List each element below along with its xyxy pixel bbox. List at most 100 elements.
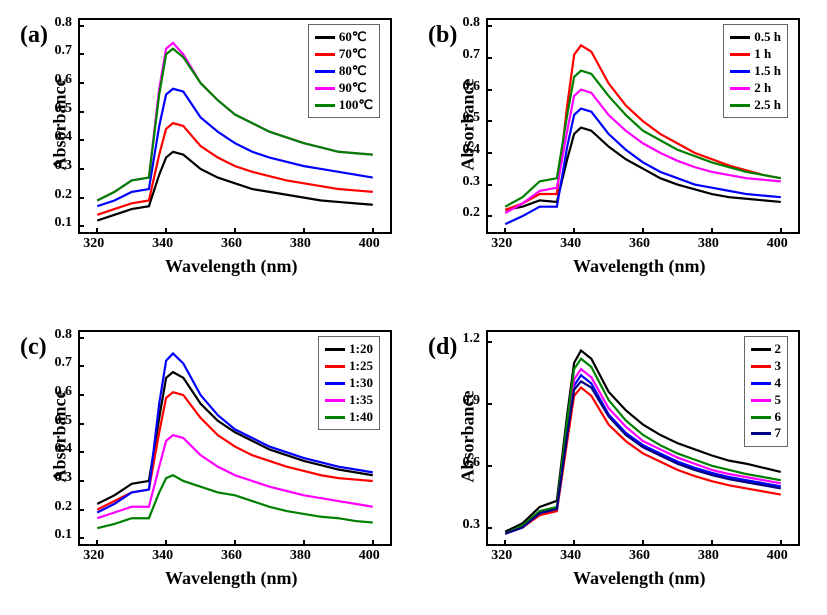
legend-label: 1:20 [349, 341, 373, 358]
xtick-label: 400 [767, 548, 788, 564]
xtick-label: 400 [767, 236, 788, 252]
legend-row: 2 [751, 341, 782, 358]
xtick-label: 360 [629, 236, 650, 252]
legend-label: 6 [775, 409, 782, 426]
legend-row: 1:20 [325, 341, 373, 358]
legend-row: 1.5 h [730, 63, 781, 80]
ytick-label: 0.4 [55, 441, 73, 457]
ytick-label: 0.8 [463, 15, 481, 31]
legend-label: 3 [775, 358, 782, 375]
ytick-label: 0.6 [463, 455, 481, 471]
legend-row: 5 [751, 392, 782, 409]
xtick-label: 360 [629, 548, 650, 564]
legend-swatch [325, 416, 345, 419]
ytick-label: 0.8 [55, 327, 73, 343]
legend-row: 1 h [730, 46, 781, 63]
ytick-label: 0.6 [55, 72, 73, 88]
xtick-label: 340 [560, 548, 581, 564]
legend-swatch [315, 104, 335, 107]
ytick-label: 0.2 [55, 499, 73, 515]
xtick-label: 360 [221, 548, 242, 564]
legend-swatch [730, 53, 750, 56]
ytick-label: 0.3 [463, 174, 481, 190]
legend-row: 4 [751, 375, 782, 392]
xtick-label: 340 [152, 236, 173, 252]
xtick-label: 320 [491, 548, 512, 564]
ytick-label: 0.2 [463, 205, 481, 221]
ytick-label: 0.1 [55, 527, 73, 543]
ytick-label: 0.4 [463, 142, 481, 158]
legend-c: 1:201:251:301:351:40 [318, 336, 380, 430]
ytick-label: 0.7 [463, 47, 481, 63]
figure: (a) Absorbance Wavelength (nm) 320 340 360 380… [0, 0, 827, 615]
legend-row: 1:30 [325, 375, 373, 392]
ytick-label: 0.3 [55, 470, 73, 486]
ytick-label: 0.2 [55, 187, 73, 203]
xtick-label: 380 [290, 236, 311, 252]
legend-label: 1:35 [349, 392, 373, 409]
ytick-label: 0.4 [55, 129, 73, 145]
legend-swatch [325, 382, 345, 385]
legend-label: 7 [775, 425, 782, 442]
legend-row: 2 h [730, 80, 781, 97]
ytick-label: 0.5 [55, 101, 73, 117]
ytick-label: 0.3 [463, 517, 481, 533]
legend-row: 1:40 [325, 409, 373, 426]
xlabel-a: Wavelength (nm) [165, 256, 298, 277]
legend-swatch [730, 87, 750, 90]
xlabel-b: Wavelength (nm) [573, 256, 706, 277]
legend-label: 70℃ [339, 46, 367, 63]
legend-label: 0.5 h [754, 29, 781, 46]
panel-label-d: (d) [428, 334, 457, 361]
legend-row: 100℃ [315, 97, 373, 114]
legend-label: 1:40 [349, 409, 373, 426]
series-line [505, 381, 781, 533]
ylabel-a: Absorbance [50, 78, 71, 170]
legend-swatch [751, 382, 771, 385]
legend-label: 5 [775, 392, 782, 409]
legend-swatch [325, 348, 345, 351]
legend-row: 70℃ [315, 46, 373, 63]
legend-row: 60℃ [315, 29, 373, 46]
ytick-label: 0.6 [55, 384, 73, 400]
legend-row: 3 [751, 358, 782, 375]
panel-label-c: (c) [20, 334, 47, 361]
legend-row: 1:35 [325, 392, 373, 409]
legend-swatch [325, 365, 345, 368]
legend-row: 7 [751, 425, 782, 442]
ytick-label: 0.7 [55, 43, 73, 59]
xtick-label: 400 [359, 236, 380, 252]
legend-b: 0.5 h1 h1.5 h2 h2.5 h [723, 24, 788, 118]
legend-row: 6 [751, 409, 782, 426]
ytick-label: 0.1 [55, 215, 73, 231]
legend-a: 60℃70℃80℃90℃100℃ [308, 24, 380, 118]
ytick-label: 0.9 [463, 393, 481, 409]
legend-row: 2.5 h [730, 97, 781, 114]
legend-swatch [730, 36, 750, 39]
xtick-label: 380 [698, 548, 719, 564]
legend-swatch [751, 365, 771, 368]
legend-label: 2.5 h [754, 97, 781, 114]
xtick-label: 320 [83, 236, 104, 252]
panel-label-a: (a) [20, 22, 48, 49]
legend-row: 0.5 h [730, 29, 781, 46]
legend-label: 4 [775, 375, 782, 392]
series-line [505, 109, 781, 224]
ytick-label: 1.2 [463, 331, 481, 347]
legend-row: 1:25 [325, 358, 373, 375]
legend-swatch [751, 416, 771, 419]
legend-swatch [751, 348, 771, 351]
ytick-label: 0.5 [55, 413, 73, 429]
legend-swatch [315, 36, 335, 39]
legend-label: 1.5 h [754, 63, 781, 80]
legend-label: 2 [775, 341, 782, 358]
xtick-label: 340 [152, 548, 173, 564]
xtick-label: 320 [83, 548, 104, 564]
legend-swatch [751, 399, 771, 402]
legend-swatch [315, 70, 335, 73]
legend-swatch [730, 104, 750, 107]
legend-label: 1:25 [349, 358, 373, 375]
panel-label-b: (b) [428, 22, 457, 49]
legend-label: 90℃ [339, 80, 367, 97]
legend-label: 1 h [754, 46, 771, 63]
